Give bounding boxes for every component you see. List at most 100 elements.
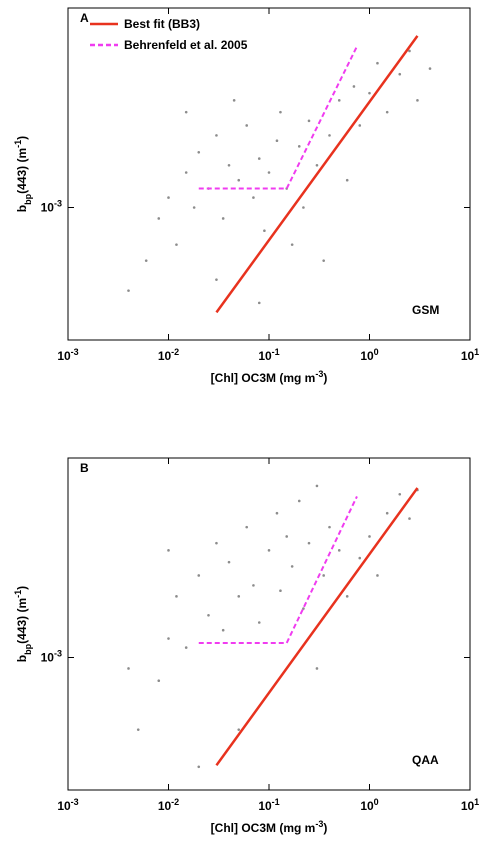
label-part: bp [23,643,33,654]
y-axis-label: bbp(443) (m-1) [13,586,33,662]
point [328,525,331,529]
x-tick-label: 101 [461,347,479,363]
point [252,196,255,199]
y-tick-label: 10-3 [41,199,62,215]
x-axis-label: [Chl] OC3M (mg m-3) [211,369,328,385]
point [376,61,379,65]
point [136,728,140,731]
point [358,124,362,127]
point [297,499,301,503]
point [227,164,231,167]
point [275,511,279,515]
tick-exponent: 1 [474,347,479,357]
annotation: QAA [412,753,439,767]
point [428,67,432,70]
x-tick-label: 10-2 [158,797,179,813]
point [167,196,170,199]
point [184,646,188,649]
point [227,560,231,564]
point [232,99,236,102]
annotation: GSM [412,303,439,317]
tick-base: 10 [57,799,71,813]
point [297,145,301,148]
point [307,541,311,545]
x-tick-label: 100 [360,347,378,363]
tick-exponent: -1 [272,797,280,807]
tick-exponent: 0 [374,797,379,807]
point [408,517,411,520]
tick-exponent: -3 [54,199,62,209]
label-part: -1 [13,590,23,598]
tick-exponent: -1 [272,347,280,357]
fit-line [215,35,419,314]
point [237,728,241,731]
x-axis-label: [Chl] OC3M (mg m-3) [211,819,328,835]
points [127,484,419,769]
point [328,134,331,137]
label-part: [Chl] OC3M (mg m [211,371,316,385]
fit-line [215,487,419,767]
label-part: ) [323,371,327,385]
points [127,49,432,305]
point [398,72,402,76]
point [245,124,249,127]
tick-base: 10 [258,799,272,813]
point [221,628,225,632]
tick-exponent: -2 [171,797,179,807]
point [245,525,249,529]
y-tick-label: 10-3 [41,649,62,665]
panel-letter: A [80,11,89,25]
y-axis-label: bbp(443) (m-1) [13,136,33,212]
point [237,178,241,182]
point [315,667,319,670]
tick-exponent: -3 [71,347,79,357]
point [197,150,201,154]
point [237,595,241,598]
x-tick-label: 100 [360,797,378,813]
point [337,549,341,552]
point [398,492,402,496]
point [302,607,305,610]
x-tick-label: 10-1 [258,797,279,813]
point [279,589,282,593]
point [215,541,218,545]
point [144,259,148,262]
point [257,621,261,624]
legend-label: Behrenfeld et al. 2005 [124,38,248,52]
point [408,49,411,53]
label-part: -1 [13,140,23,148]
point [197,765,201,769]
tick-base: 10 [461,349,475,363]
point [315,164,319,167]
tick-base: 10 [461,799,475,813]
label-part: b [15,655,29,662]
tick-base: 10 [158,799,172,813]
tick-exponent: -2 [171,347,179,357]
label-part: ) [323,821,327,835]
tick-base: 10 [41,201,55,215]
legend-label: Best fit (BB3) [124,17,200,31]
point [175,243,178,246]
point [322,259,325,262]
x-tick-label: 10-1 [258,347,279,363]
point [127,289,130,292]
point [215,278,218,281]
point [275,139,279,143]
point [358,556,362,560]
point [285,535,288,538]
point [352,85,356,88]
point [315,484,319,488]
point [215,134,218,137]
point [257,157,261,160]
point [184,110,188,114]
point [345,595,349,598]
point [376,574,379,577]
x-tick-label: 10-3 [57,347,78,363]
label-part: -3 [315,369,323,379]
point [197,574,201,577]
point [302,206,305,209]
label-part: ) [15,586,29,590]
point [290,243,294,246]
label-part: [Chl] OC3M (mg m [211,821,316,835]
